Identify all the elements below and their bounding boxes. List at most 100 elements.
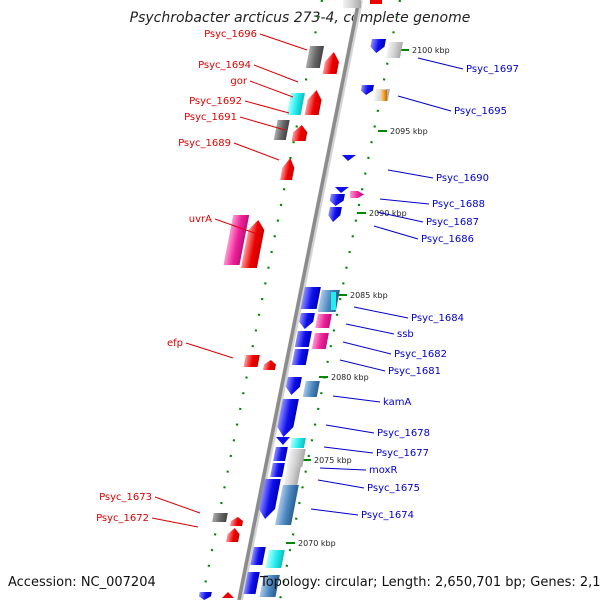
gene-bottom-right-2 (265, 550, 285, 568)
gene-psyc-1686 (328, 207, 342, 222)
gene-label-left: Psyc_1696 (204, 29, 257, 40)
gene-uvrA (223, 215, 250, 265)
right-guide-rail (278, 0, 402, 600)
gene-psyc-1684 (300, 287, 321, 309)
gene-label-right: ssb (397, 329, 414, 340)
leader-line-right (339, 359, 386, 372)
accession-text: Accession: NC_007204 (8, 575, 156, 590)
leader-line-left (249, 80, 294, 98)
gene-psyc-1697b (385, 42, 403, 58)
leader-line-right (317, 479, 365, 489)
gene-label-left: uvrA (189, 214, 212, 225)
gene-moxR-b (286, 449, 306, 467)
kbp-tick-label: 2080 kbp (331, 373, 369, 382)
gene-label-right: moxR (369, 465, 397, 476)
gene-label-right: Psyc_1688 (432, 199, 485, 210)
leader-line-left (239, 116, 286, 131)
leader-line-left (259, 33, 308, 51)
gene-label-left: Psyc_1694 (198, 60, 251, 71)
gene-label-right: Psyc_1677 (376, 448, 429, 459)
leader-line-right (345, 323, 395, 335)
gene-psyc-1681 (291, 349, 309, 365)
gene-psyc-1682 (294, 331, 312, 347)
gene-psyc-1695 (360, 85, 374, 95)
gene-psyc-1682b (311, 333, 329, 349)
gene-psyc-1675 (270, 463, 285, 477)
gene-psyc-1673b (230, 517, 244, 526)
gene-psyc-1674 (258, 479, 281, 519)
gene-psyc-1673 (212, 513, 228, 522)
gene-psyc-1696b (322, 52, 339, 74)
gene-label-right: Psyc_1674 (361, 510, 414, 521)
gene-label-right: Psyc_1686 (421, 234, 474, 245)
leader-line-right (397, 95, 452, 112)
gene-psyc-1688 (335, 187, 349, 193)
gene-gor (286, 93, 305, 115)
gene-efp (243, 355, 260, 367)
gene-kamA (285, 377, 302, 395)
gene-psyc-1695c (381, 90, 387, 101)
kbp-tick-label: 2090 kbp (369, 209, 407, 218)
leader-line-left (244, 100, 290, 114)
gene-ssb (299, 313, 315, 329)
gene-psyc-1697 (370, 39, 386, 53)
gene-label-right: Psyc_1675 (367, 483, 420, 494)
gene-label-right: Psyc_1695 (454, 106, 507, 117)
leader-line-right (332, 395, 381, 403)
topology-text: Topology: circular; Length: 2,650,701 bp… (260, 575, 600, 590)
kbp-tick-label: 2095 kbp (390, 127, 428, 136)
leader-line-left (185, 342, 234, 359)
leader-line-left (151, 517, 199, 528)
gene-bottom-left-1 (198, 592, 212, 600)
map-title: Psychrobacter arcticus 273-4, complete g… (129, 10, 471, 26)
gene-psyc-1677b (289, 438, 306, 448)
gene-psyc-1694 (304, 90, 322, 115)
leader-line-right (319, 467, 367, 471)
gene-bottom-right-1 (250, 547, 266, 565)
gene-psyc-1684c (331, 292, 336, 310)
gene-label-right: Psyc_1684 (411, 313, 464, 324)
gene-psyc-1675b (283, 467, 301, 485)
gene-psyc-1696 (305, 46, 325, 68)
leader-line-right (417, 57, 464, 70)
gene-label-left: Psyc_1692 (189, 96, 242, 107)
gene-bottom-right-3 (243, 572, 260, 594)
gene-label-left: Psyc_1691 (184, 112, 237, 123)
gene-uvrA-b (240, 220, 265, 268)
leader-line-right (323, 446, 374, 454)
gene-efp-b (262, 360, 276, 370)
leader-line-left (154, 496, 201, 514)
gene-psyc-1688b (350, 191, 364, 198)
leader-line-right (353, 306, 409, 319)
gene-label-right: Psyc_1681 (388, 366, 441, 377)
gene-label-right: Psyc_1687 (426, 217, 479, 228)
gene-top-fragment-1 (343, 0, 361, 8)
kbp-tick-label: 2100 kbp (412, 46, 450, 55)
gene-label-right: Psyc_1678 (377, 428, 430, 439)
gene-psyc-1672 (226, 528, 240, 542)
leader-line-right (373, 225, 419, 240)
gene-psyc-1678 (277, 399, 299, 437)
gene-top-fragment-2 (370, 0, 382, 4)
gene-ssb-b (315, 314, 332, 328)
leader-line-right (387, 169, 434, 179)
gene-label-left: gor (230, 76, 247, 87)
gene-label-right: Psyc_1682 (394, 349, 447, 360)
leader-line-right (376, 211, 424, 223)
leader-line-right (379, 198, 430, 205)
leader-line-right (342, 341, 392, 355)
leader-line-right (310, 508, 359, 516)
gene-label-left: Psyc_1673 (99, 492, 152, 503)
gene-label-left: Psyc_1672 (96, 513, 149, 524)
gene-psyc-1692 (273, 120, 290, 140)
gene-psyc-1690 (342, 155, 356, 161)
gene-kamA-b (302, 381, 320, 397)
kbp-tick-label: 2070 kbp (298, 539, 336, 548)
leader-line-left (233, 142, 280, 161)
kbp-tick-label: 2085 kbp (350, 291, 388, 300)
gene-bottom-right-4 (259, 575, 280, 597)
leader-line-left (214, 218, 261, 236)
backbone-line (237, 0, 361, 600)
gene-label-left: Psyc_1689 (178, 138, 231, 149)
